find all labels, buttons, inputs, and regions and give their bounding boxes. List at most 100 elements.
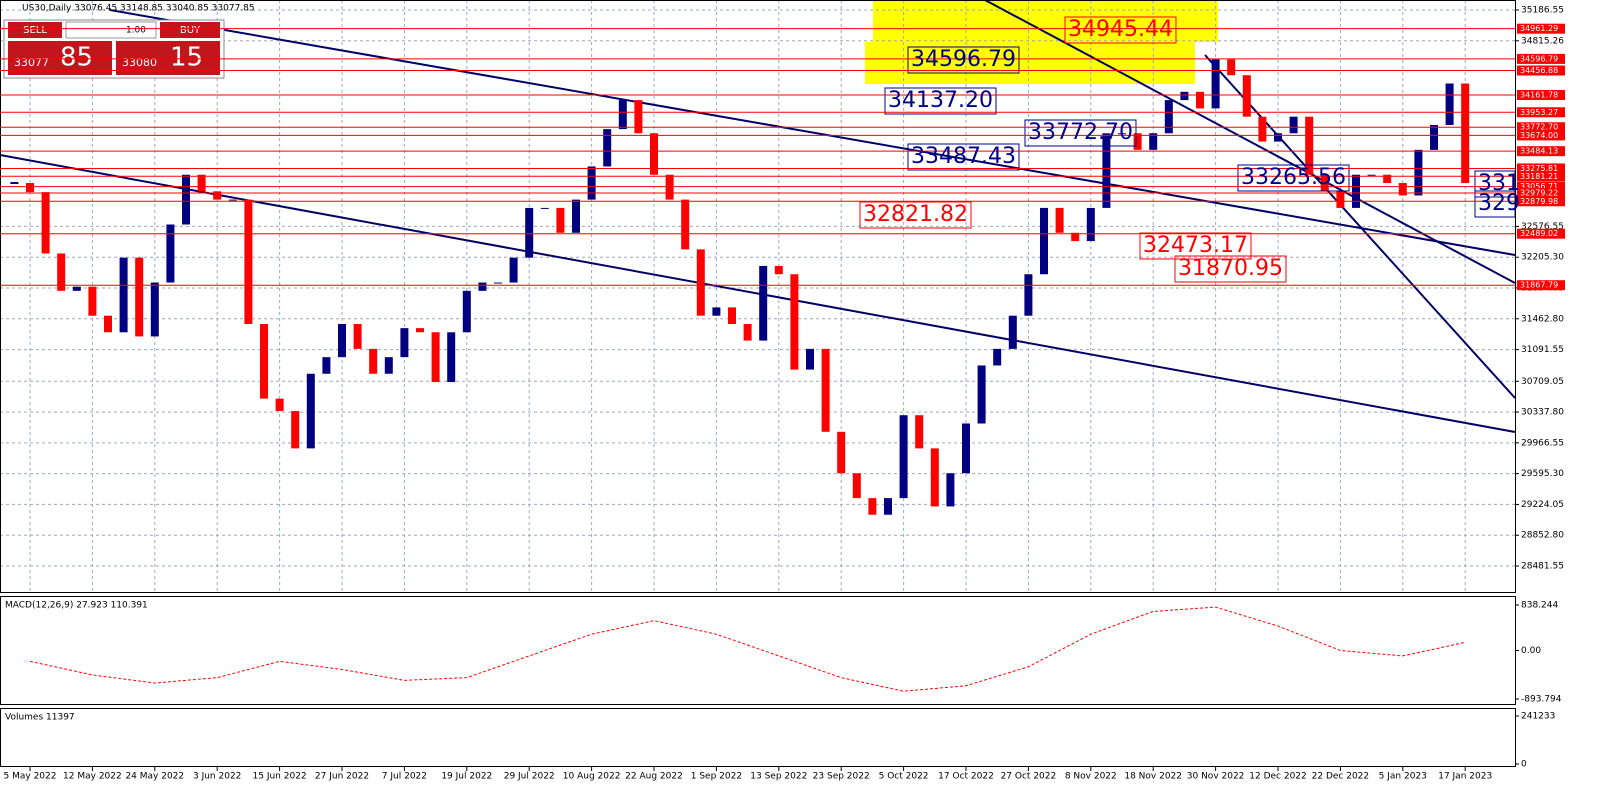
candle <box>790 274 799 370</box>
candle <box>306 373 315 449</box>
candle <box>1305 116 1314 175</box>
candle <box>743 323 752 341</box>
x-tick-label: 3 Jun 2022 <box>193 772 241 782</box>
annotation: 34945.44 <box>1068 17 1173 42</box>
lot-input[interactable] <box>65 21 157 39</box>
candle <box>1398 183 1407 196</box>
level-label: 34961.29 <box>1520 24 1558 33</box>
main-pane <box>0 0 1516 593</box>
y-tick-label: 31462.80 <box>1521 314 1564 324</box>
x-tick-label: 22 Dec 2022 <box>1312 772 1370 782</box>
y-tick-label: 30337.80 <box>1521 408 1564 418</box>
candle <box>837 431 846 474</box>
candle <box>150 282 159 337</box>
y-tick-label: 35186.55 <box>1521 6 1564 16</box>
level-label: 33772.70 <box>1520 123 1558 132</box>
annotation: 32821.82 <box>863 202 968 227</box>
candle <box>1118 133 1126 135</box>
candle <box>1274 133 1282 142</box>
candle <box>1336 191 1345 208</box>
candle <box>431 332 440 383</box>
y-tick-label: 32205.30 <box>1521 253 1564 263</box>
x-tick-label: 7 Jul 2022 <box>382 772 427 782</box>
candle <box>88 286 97 316</box>
x-tick-label: 22 Aug 2022 <box>625 772 683 782</box>
trendline <box>109 9 1516 256</box>
annotation-box <box>907 143 1020 171</box>
lot: 1.00 <box>126 26 146 36</box>
candle <box>338 323 346 358</box>
candle <box>416 328 424 333</box>
sell-button[interactable] <box>8 22 62 38</box>
candle <box>806 348 814 370</box>
candle <box>1352 174 1360 208</box>
candle <box>868 498 877 515</box>
candle <box>260 323 268 399</box>
y-tick-label: 28852.80 <box>1521 531 1564 541</box>
buy-button[interactable] <box>160 22 220 38</box>
trade-panel: SELL 1.00 BUY 33077 85 33080 15 <box>3 19 225 79</box>
candle <box>166 224 175 283</box>
candle <box>1086 207 1095 242</box>
level-tag <box>1517 65 1565 76</box>
x-tick-label: 18 Nov 2022 <box>1124 772 1182 782</box>
annotation: 34596.79 <box>911 47 1016 72</box>
candle <box>72 286 81 291</box>
level-tag <box>1517 53 1565 64</box>
trendline <box>984 0 1516 284</box>
candle <box>665 174 674 200</box>
y-tick-label: 32576.55 <box>1521 222 1564 232</box>
level-label: 33674.00 <box>1520 131 1558 140</box>
candle <box>962 423 970 474</box>
candle <box>1258 116 1267 142</box>
x-tick-label: 30 Nov 2022 <box>1187 772 1245 782</box>
zone <box>873 0 1218 42</box>
level-label: 33275.81 <box>1520 164 1558 173</box>
candle <box>353 323 362 349</box>
level-tag <box>1517 130 1565 141</box>
candle <box>618 100 627 130</box>
candle <box>1149 133 1158 150</box>
sell-box[interactable] <box>8 41 112 75</box>
candle <box>728 307 736 324</box>
buy-box[interactable] <box>116 41 220 75</box>
candle <box>1445 83 1454 125</box>
candle <box>852 473 861 499</box>
candle <box>244 199 253 324</box>
annotation: 31870.95 <box>1178 256 1283 281</box>
candle <box>556 207 565 233</box>
candle <box>1414 149 1423 196</box>
level-label: 31867.79 <box>1520 281 1558 290</box>
candle <box>603 129 612 167</box>
candle <box>634 100 643 134</box>
annotation-box <box>907 46 1020 74</box>
candle <box>478 282 487 291</box>
annotation: 33487.43 <box>911 144 1016 169</box>
candle <box>197 174 206 192</box>
candle <box>1196 91 1204 109</box>
x-tick-label: 5 May 2022 <box>4 772 57 782</box>
level-tag <box>1517 122 1565 133</box>
level-label: 32979.22 <box>1520 189 1558 198</box>
x-tick-label: 5 Oct 2022 <box>879 772 929 782</box>
candle <box>650 133 658 175</box>
x-tick-label: 29 Jul 2022 <box>504 772 555 782</box>
x-tick-label: 24 May 2022 <box>125 772 184 782</box>
candle <box>119 257 128 333</box>
candle <box>275 398 284 412</box>
y-tick-label: 28481.55 <box>1521 562 1564 572</box>
candle <box>322 357 331 374</box>
x-tick-label: 15 Jun 2022 <box>253 772 307 782</box>
macd-signal <box>29 606 1466 692</box>
candle <box>1383 174 1392 184</box>
x-tick-label: 19 Jul 2022 <box>441 772 492 782</box>
annotation-box <box>1174 255 1287 283</box>
candle <box>930 448 939 507</box>
x-tick-label: 17 Oct 2022 <box>938 772 994 782</box>
level-tag <box>1517 171 1565 182</box>
candle <box>400 328 409 358</box>
candle <box>696 249 705 316</box>
x-tick-label: 12 May 2022 <box>63 772 122 782</box>
